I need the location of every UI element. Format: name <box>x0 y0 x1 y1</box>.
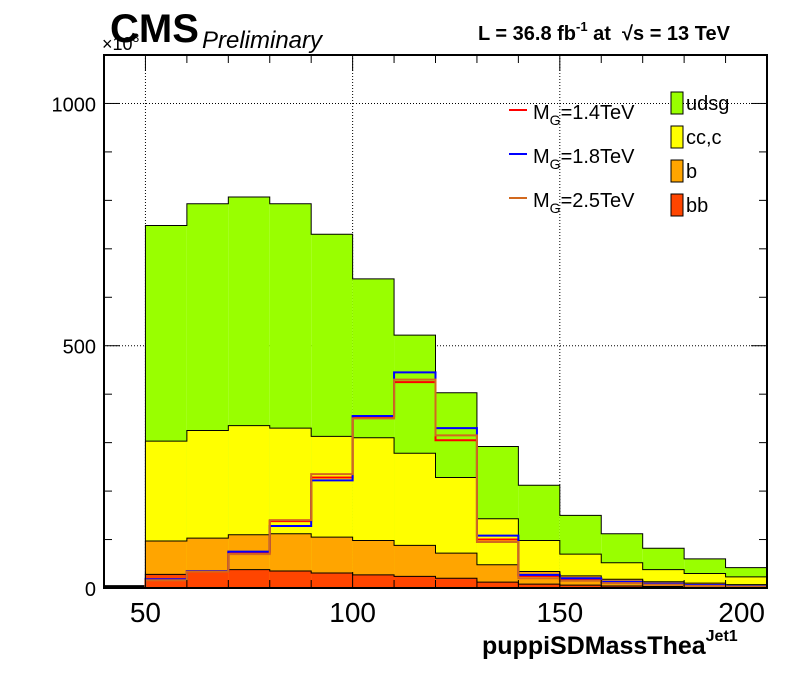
legend-stack-label-2: b <box>686 161 697 183</box>
stack-outline <box>103 425 768 588</box>
bar <box>725 576 767 588</box>
y-tick-label: 0 <box>85 579 96 601</box>
y-tick-label: 500 <box>63 337 96 359</box>
stack-outline <box>103 533 768 588</box>
bar <box>228 569 270 588</box>
y-tick-label: 1000 <box>52 94 97 116</box>
legend-label-1: MG=1.8TeV <box>533 146 635 172</box>
x-axis-title: puppiSDMassTheaJet1 <box>482 628 738 660</box>
legend-stack-label-0: udsg <box>686 93 729 115</box>
y-multiplier: ×103 <box>102 31 140 54</box>
legend-box-0 <box>670 91 684 115</box>
legend-box-2 <box>670 159 684 183</box>
bar <box>518 584 560 588</box>
lumi-label: L = 36.8 fb-1 at √s = 13 TeV <box>478 19 731 45</box>
bar <box>559 585 602 588</box>
legend-label-2: MG=2.5TeV <box>533 190 635 216</box>
legend-box-3 <box>670 193 684 217</box>
legend-box-1 <box>670 125 684 149</box>
experiment-label: CMS <box>110 7 199 51</box>
bar <box>269 571 312 588</box>
x-tick-label: 200 <box>718 597 765 628</box>
bar <box>311 572 353 588</box>
legend-label-0: MG=1.4TeV <box>533 102 635 128</box>
legend-stack-label-3: bb <box>686 195 708 217</box>
x-tick-label: 150 <box>536 597 583 628</box>
legend-stack-label-1: cc,c <box>686 127 722 149</box>
bar <box>352 574 395 588</box>
bar <box>186 572 229 588</box>
bar <box>394 576 436 588</box>
status-label: Preliminary <box>202 27 324 54</box>
stack-outline <box>103 196 768 588</box>
bar <box>476 582 519 588</box>
bar <box>435 578 477 588</box>
axis-ticks: 50 100 150 200 0 500 1000 <box>52 54 768 628</box>
x-tick-label: 100 <box>329 597 376 628</box>
x-tick-label: 50 <box>130 597 161 628</box>
